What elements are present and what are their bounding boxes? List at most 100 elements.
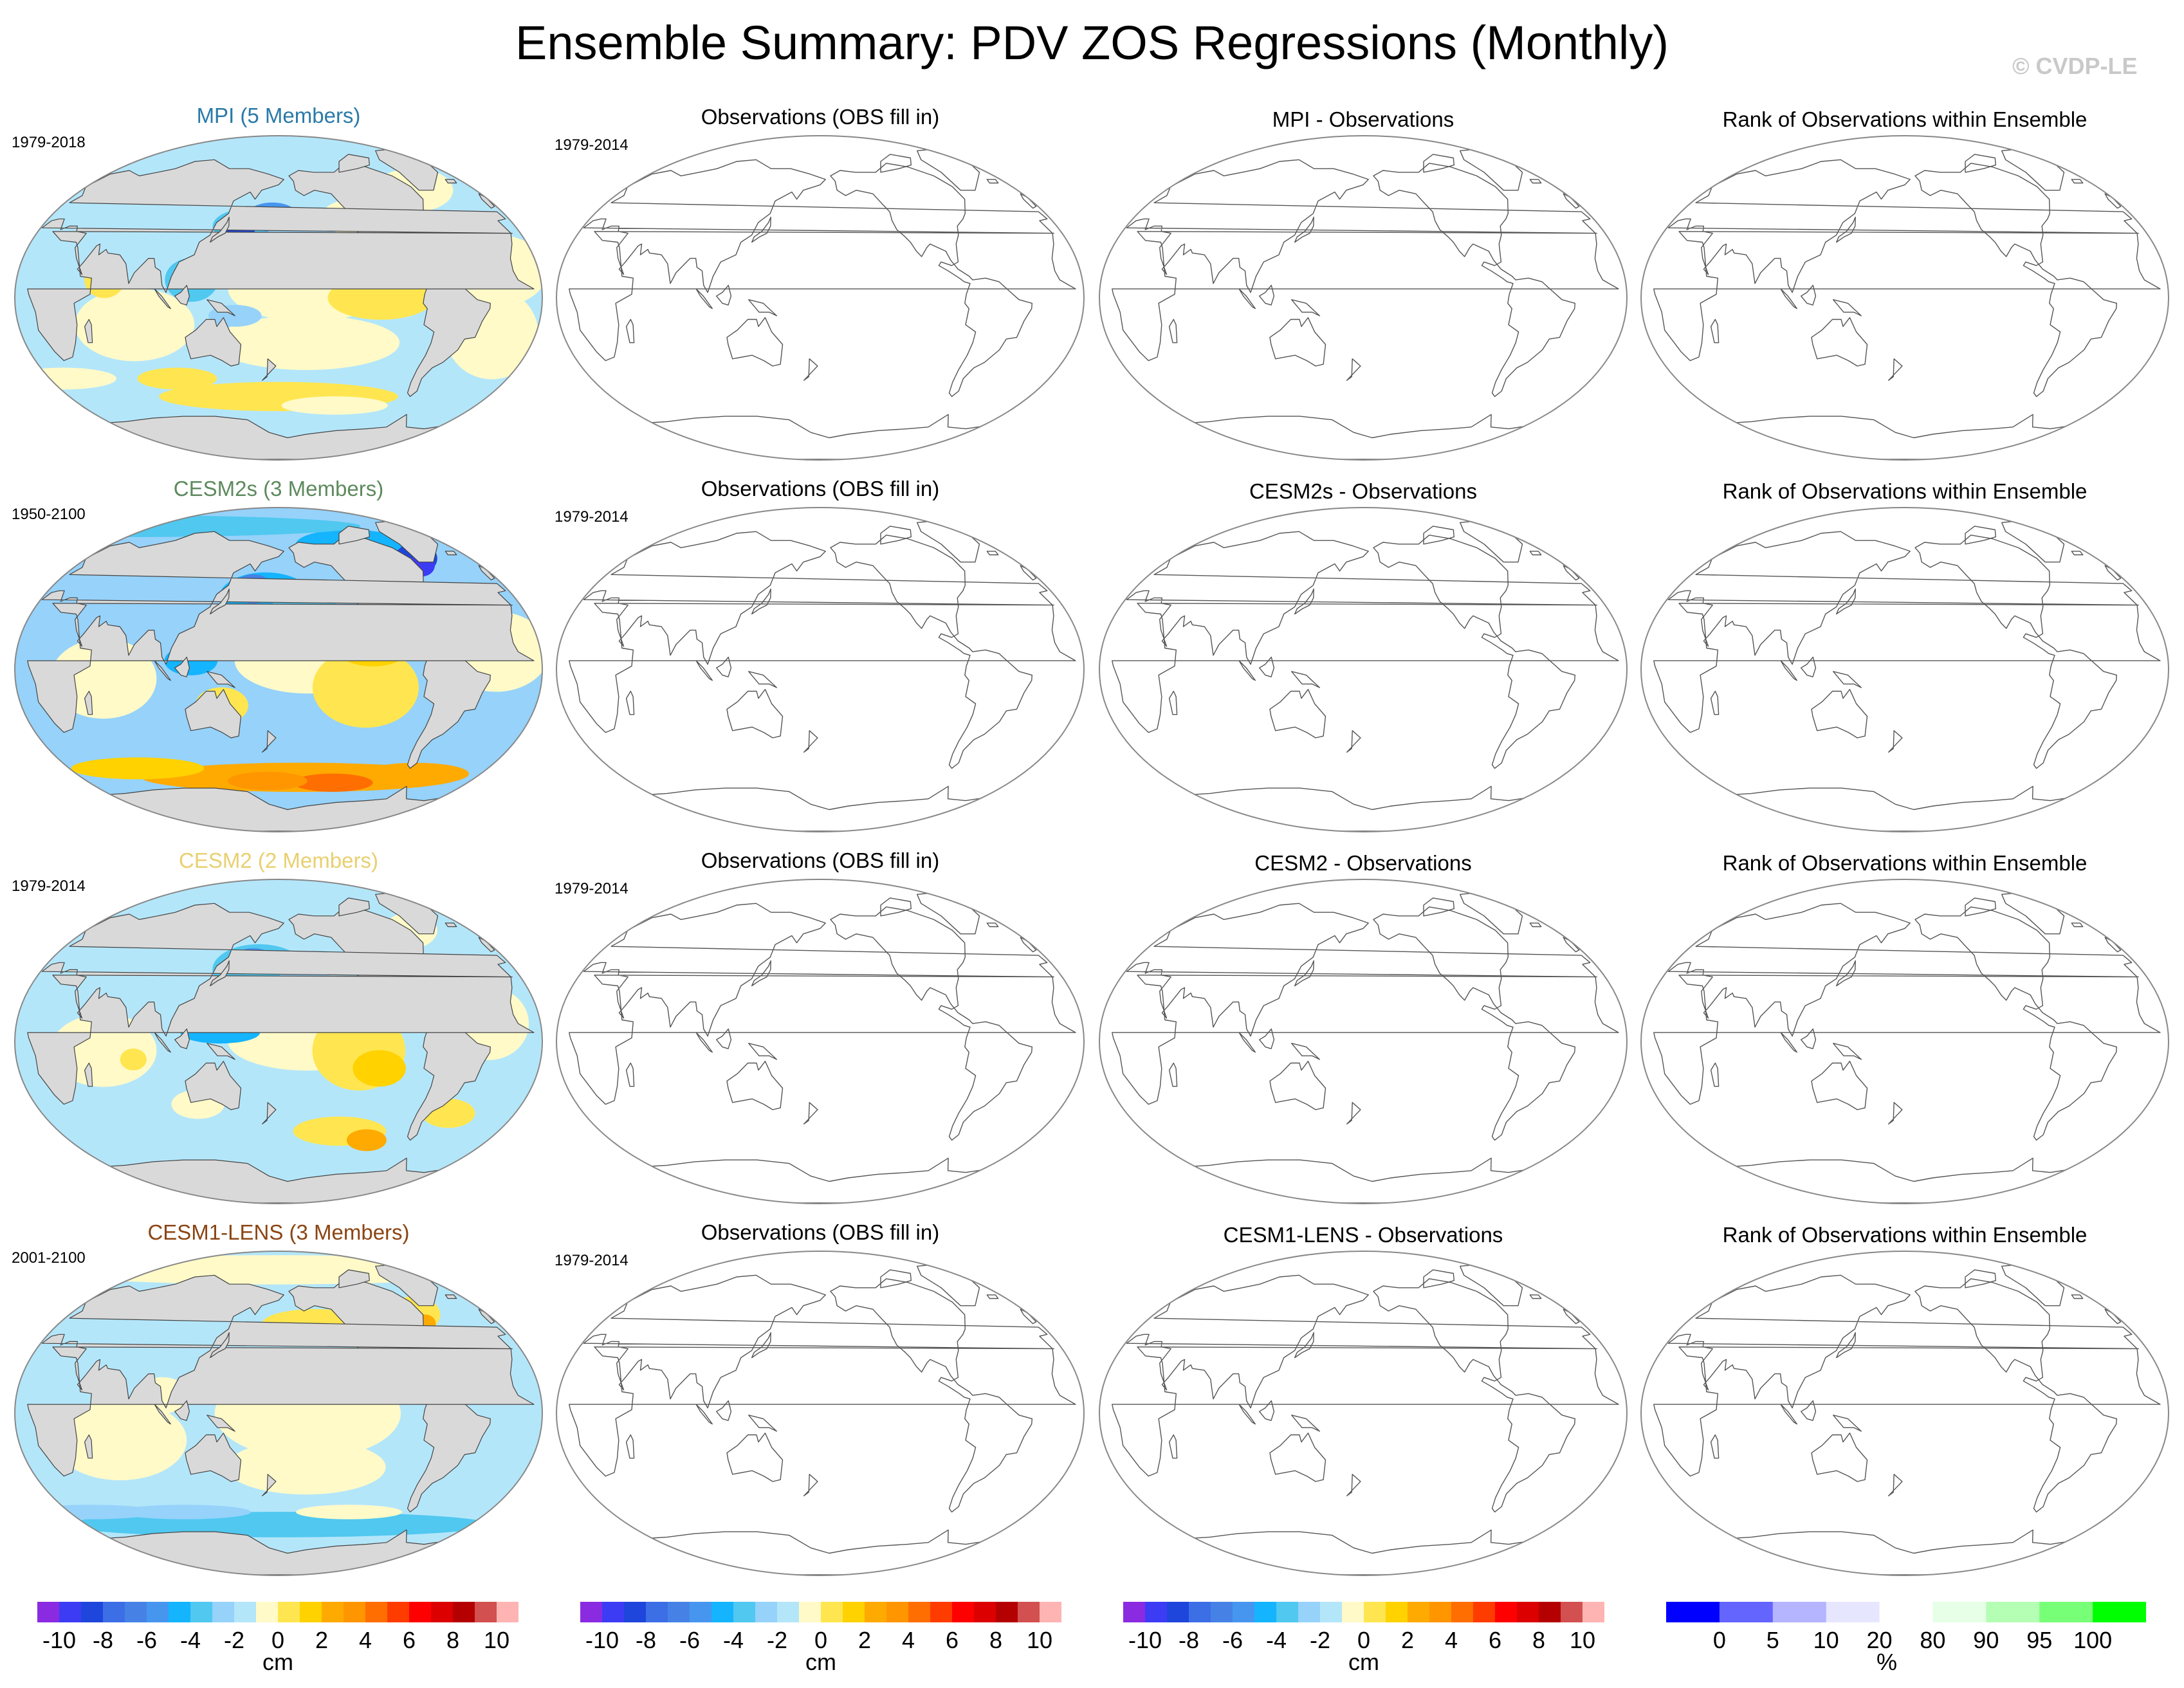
colorbar-swatch: [125, 1602, 147, 1622]
coastline-newzealand: [1346, 358, 1361, 381]
coastline-borneo: [1801, 284, 1817, 306]
colorbar-swatch: [755, 1602, 778, 1622]
colorbar-swatch: [624, 1602, 647, 1622]
diff-panel-title: CESM2s - Observations: [1249, 479, 1477, 503]
coastline-sumatra: [695, 660, 713, 681]
colorbar-swatch: [1320, 1602, 1343, 1622]
coastline-australia: [1811, 317, 1868, 367]
coastline-newzealand: [1887, 1102, 1903, 1124]
colorbar-tick-label: -10: [42, 1627, 77, 1653]
colorbar-swatch: [497, 1602, 518, 1622]
colorbar-tick-label: -8: [635, 1627, 657, 1653]
coastline-americas: [830, 1278, 1032, 1513]
coastline-sumatra: [154, 1404, 171, 1425]
colorbar-tick-label: 5: [1766, 1627, 1779, 1653]
coastline-newguinea: [1833, 671, 1862, 688]
coastline-madagascar: [84, 690, 93, 715]
coastline-japan: [751, 588, 771, 615]
coastline-borneo: [174, 284, 190, 306]
coastline-madagascar: [1168, 318, 1178, 344]
coastline-australia: [185, 689, 242, 738]
empty-map-6: [1099, 507, 1628, 832]
colorbar-swatch: [1386, 1602, 1408, 1622]
coastline-afroeurasia: [1112, 1274, 1619, 1477]
coastline-iceland: [2071, 1294, 2084, 1299]
coastline-newzealand: [1887, 1474, 1903, 1496]
coastline-sumatra: [1238, 660, 1256, 681]
coastline-newguinea: [206, 299, 235, 316]
colorbar-tick-label: 10: [1026, 1627, 1053, 1653]
coastline-japan: [1294, 960, 1314, 987]
coastline-australia: [726, 689, 784, 738]
model-panel-title: CESM2s (3 Members): [173, 477, 384, 500]
colorbar-swatch: [190, 1602, 213, 1622]
coastline-americas: [830, 906, 1032, 1141]
coastline-madagascar: [84, 1062, 93, 1087]
coastline-madagascar: [1710, 690, 1720, 715]
obs-panel-title: Observations (OBS fill in): [701, 849, 940, 872]
coastline-afroeurasia: [1112, 531, 1619, 733]
colorbar-tick-label: 20: [1866, 1627, 1893, 1653]
coastline-americas: [1373, 535, 1575, 769]
colorbar-tick-label: 0: [814, 1627, 828, 1653]
colorbar-swatch: [777, 1602, 800, 1622]
model-period: 1979-2018: [12, 134, 86, 151]
colorbar-swatch: [1364, 1602, 1386, 1622]
coastline-americas: [1914, 1278, 2117, 1513]
colorbar-swatch: [1451, 1602, 1474, 1622]
coastline-americas: [1914, 906, 2117, 1141]
colorbar-swatch: [690, 1602, 712, 1622]
colorbar-swatch: [322, 1602, 344, 1622]
coastline-sumatra: [1238, 288, 1256, 309]
coastline-iceland: [986, 179, 999, 184]
colorbar-swatch: [453, 1602, 475, 1622]
colorbar-tick-label: 2: [1400, 1627, 1415, 1653]
colorbar-tick-label: 6: [402, 1627, 416, 1653]
coastline-iceland: [1529, 179, 1542, 184]
coastline-sumatra: [154, 288, 171, 309]
obs-panel-title: Observations (OBS fill in): [701, 105, 940, 129]
coastline-afroeurasia: [569, 903, 1076, 1105]
colorbar-swatch: [1473, 1602, 1496, 1622]
anomaly-region: [35, 1255, 513, 1285]
colorbar-swatch: [37, 1602, 60, 1622]
coastline-madagascar: [1710, 318, 1720, 344]
colorbar-tick-label: -10: [585, 1627, 619, 1653]
colorbar-swatch: [1539, 1602, 1561, 1622]
coastline-australia: [1811, 1433, 1868, 1482]
colorbar-unit: %: [1876, 1649, 1898, 1675]
coastline-iceland: [2071, 922, 2084, 928]
colorbar-swatch: [409, 1602, 432, 1622]
empty-map-11: [1640, 879, 2169, 1204]
coastline-borneo: [174, 1400, 190, 1421]
coastline-afroeurasia: [27, 531, 535, 733]
anomaly-region: [24, 1505, 158, 1519]
coastline-australia: [1269, 317, 1326, 367]
coastline-antarctica: [1181, 785, 1545, 832]
coastline-newguinea: [748, 1415, 777, 1432]
colorbar-tick-label: -4: [722, 1627, 744, 1653]
coastline-sumatra: [1238, 1032, 1256, 1053]
coastline-japan: [751, 960, 771, 987]
coastline-arcticislands: [880, 897, 912, 917]
colorbar-tick-label: 8: [1532, 1627, 1546, 1653]
coastline-japan: [1836, 588, 1856, 615]
empty-map-13: [556, 1251, 1085, 1576]
coastline-iceland: [986, 551, 999, 556]
colorbar-swatch: [1189, 1602, 1211, 1622]
coastline-newzealand: [262, 1102, 277, 1124]
colorbar-swatch: [821, 1602, 843, 1622]
coastline-afroeurasia: [1112, 903, 1619, 1105]
coastline-madagascar: [625, 1062, 635, 1087]
coastline-sumatra: [154, 1032, 171, 1053]
colorbar-tick-label: 8: [446, 1627, 460, 1653]
coastline-borneo: [1801, 1028, 1817, 1049]
colorbar-swatch: [234, 1602, 257, 1622]
colorbar-swatch: [1986, 1602, 2040, 1622]
coastline-americas: [1373, 906, 1575, 1141]
coastline-arcticislands: [338, 526, 370, 545]
coastline-antarctica: [1181, 414, 1545, 460]
colorbar-swatch: [1826, 1602, 1880, 1622]
coastline-borneo: [716, 1028, 732, 1049]
colorbar-tick-label: 4: [901, 1627, 915, 1653]
